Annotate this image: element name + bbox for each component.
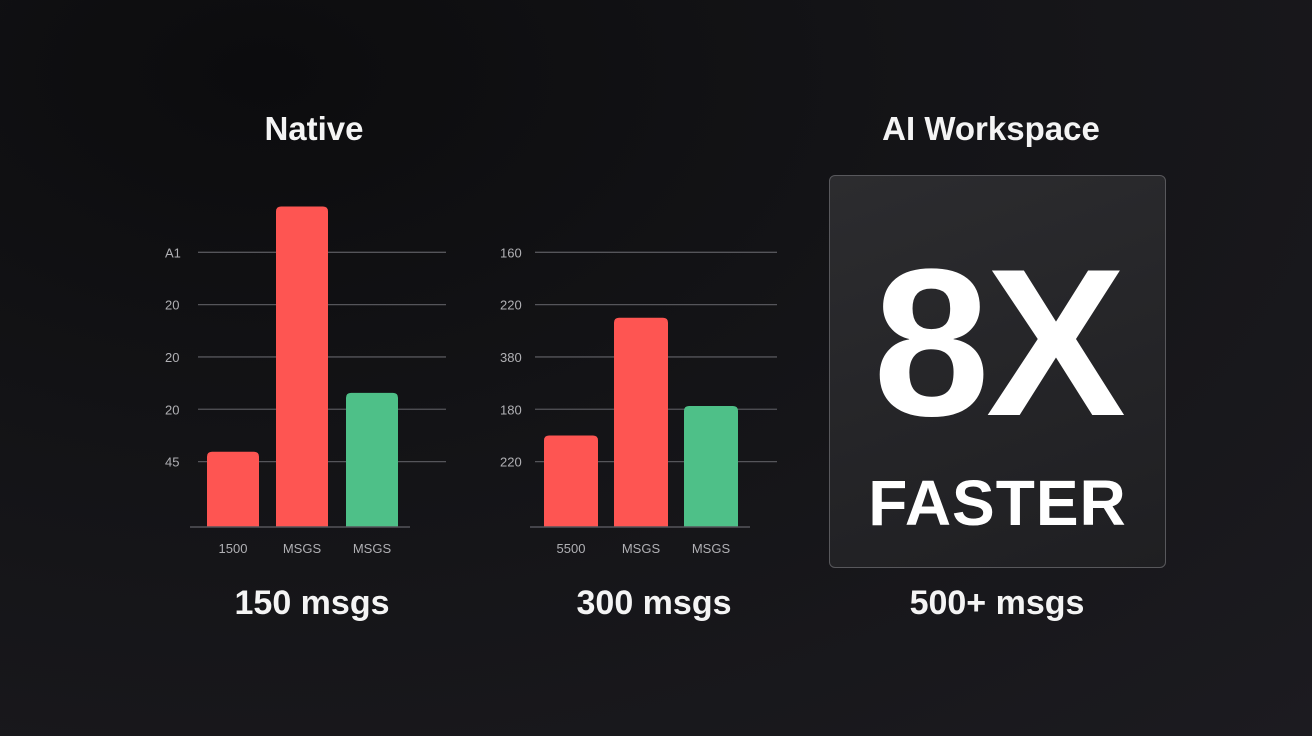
y-tick-label: 160 — [500, 245, 522, 260]
x-tick-label: MSGS — [353, 541, 392, 556]
speedup-value: 8X — [873, 225, 1126, 460]
native-title: Native — [264, 110, 364, 147]
y-tick-label: 220 — [500, 455, 522, 470]
bar — [614, 317, 668, 527]
y-tick-label: 20 — [165, 298, 179, 313]
y-tick-label: 180 — [500, 402, 522, 417]
ai-workspace-caption: 500+ msgs — [909, 584, 1085, 622]
bar — [276, 206, 328, 528]
y-tick-label: 220 — [500, 298, 522, 313]
y-tick-label: 20 — [165, 402, 179, 417]
y-tick-label: A1 — [165, 245, 181, 260]
bar — [544, 435, 598, 527]
bar — [346, 392, 398, 527]
x-tick-label: MSGS — [622, 541, 661, 556]
speedup-card: 8X FASTER — [829, 175, 1166, 568]
ai-workspace-title: AI Workspace — [882, 110, 1100, 147]
bar — [207, 451, 259, 527]
x-tick-label: 5500 — [557, 541, 586, 556]
x-tick-label: 1500 — [219, 541, 248, 556]
native-caption: 150 msgs — [234, 584, 390, 622]
bar — [684, 406, 738, 527]
y-tick-label: 380 — [500, 350, 522, 365]
y-tick-label: 45 — [165, 455, 179, 470]
x-tick-label: MSGS — [283, 541, 322, 556]
x-tick-label: MSGS — [692, 541, 731, 556]
y-tick-label: 20 — [165, 350, 179, 365]
second-caption: 300 msgs — [576, 584, 732, 622]
speedup-label: FASTER — [868, 467, 1127, 539]
